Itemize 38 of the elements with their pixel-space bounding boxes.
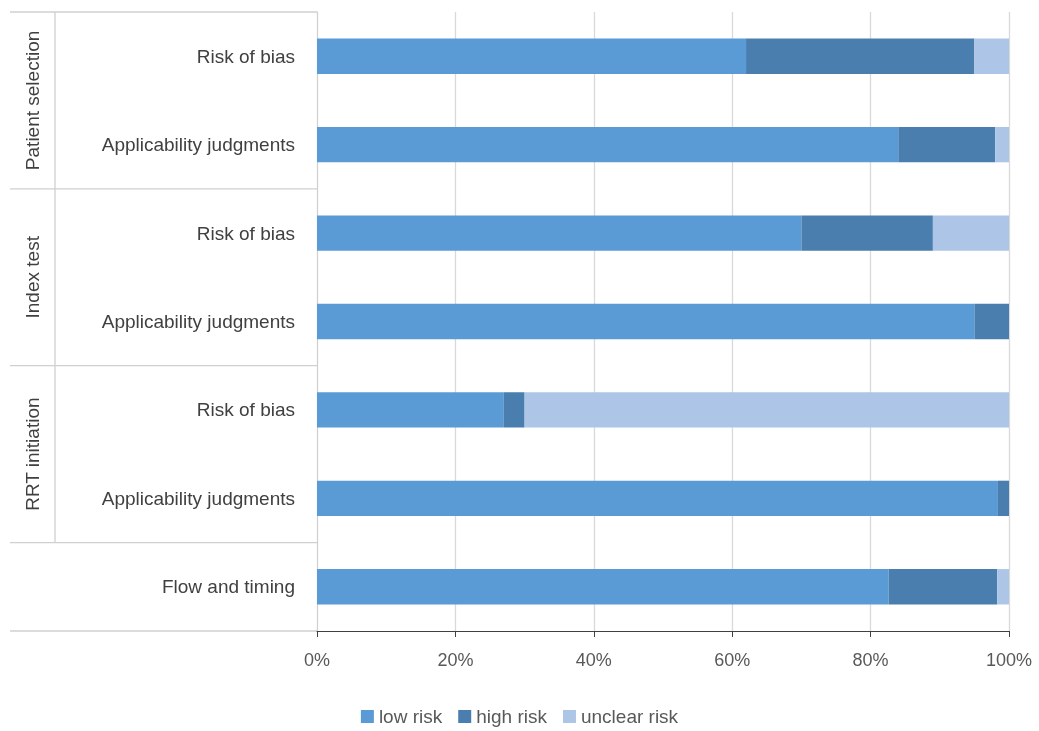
legend-label: high risk bbox=[476, 706, 548, 727]
legend-label: unclear risk bbox=[580, 706, 679, 727]
text: Patient selection bbox=[21, 30, 43, 171]
y-tick-label: Risk of bias bbox=[196, 222, 295, 244]
legend-label: low risk bbox=[378, 706, 443, 727]
bar bbox=[317, 569, 889, 605]
bar bbox=[888, 569, 998, 605]
bar bbox=[317, 303, 975, 340]
bar bbox=[997, 569, 1009, 605]
bar bbox=[974, 38, 1009, 74]
bar bbox=[503, 392, 525, 428]
bar bbox=[746, 38, 975, 74]
bar bbox=[317, 480, 998, 517]
bar bbox=[317, 126, 899, 163]
bar bbox=[974, 303, 1009, 340]
bar bbox=[317, 392, 504, 428]
y-tick-label: Risk of bias bbox=[196, 399, 295, 421]
bar bbox=[995, 126, 1009, 163]
x-tick-label: 100% bbox=[985, 650, 1033, 670]
x-tick-label: 40% bbox=[575, 650, 612, 670]
y-tick-label: Risk of bias bbox=[196, 45, 295, 67]
bar bbox=[317, 215, 802, 251]
bar bbox=[317, 38, 747, 74]
bar bbox=[898, 126, 996, 163]
x-tick-label: 20% bbox=[437, 650, 474, 670]
x-tick-label: 60% bbox=[714, 650, 751, 670]
x-tick-label: 80% bbox=[852, 650, 889, 670]
x-tick-label: 0% bbox=[303, 650, 331, 670]
y-tick-label: Flow and timing bbox=[161, 576, 295, 598]
bar bbox=[524, 392, 1009, 428]
bar bbox=[997, 480, 1009, 517]
y-tick-label: Applicability judgments bbox=[101, 311, 295, 332]
text: RRT initiation bbox=[21, 397, 43, 511]
text: Index test bbox=[21, 235, 43, 319]
y-tick-label: Applicability judgments bbox=[101, 487, 295, 509]
bar bbox=[932, 215, 1009, 251]
y-tick-label: Applicability judgments bbox=[101, 134, 295, 156]
bar bbox=[801, 215, 933, 251]
